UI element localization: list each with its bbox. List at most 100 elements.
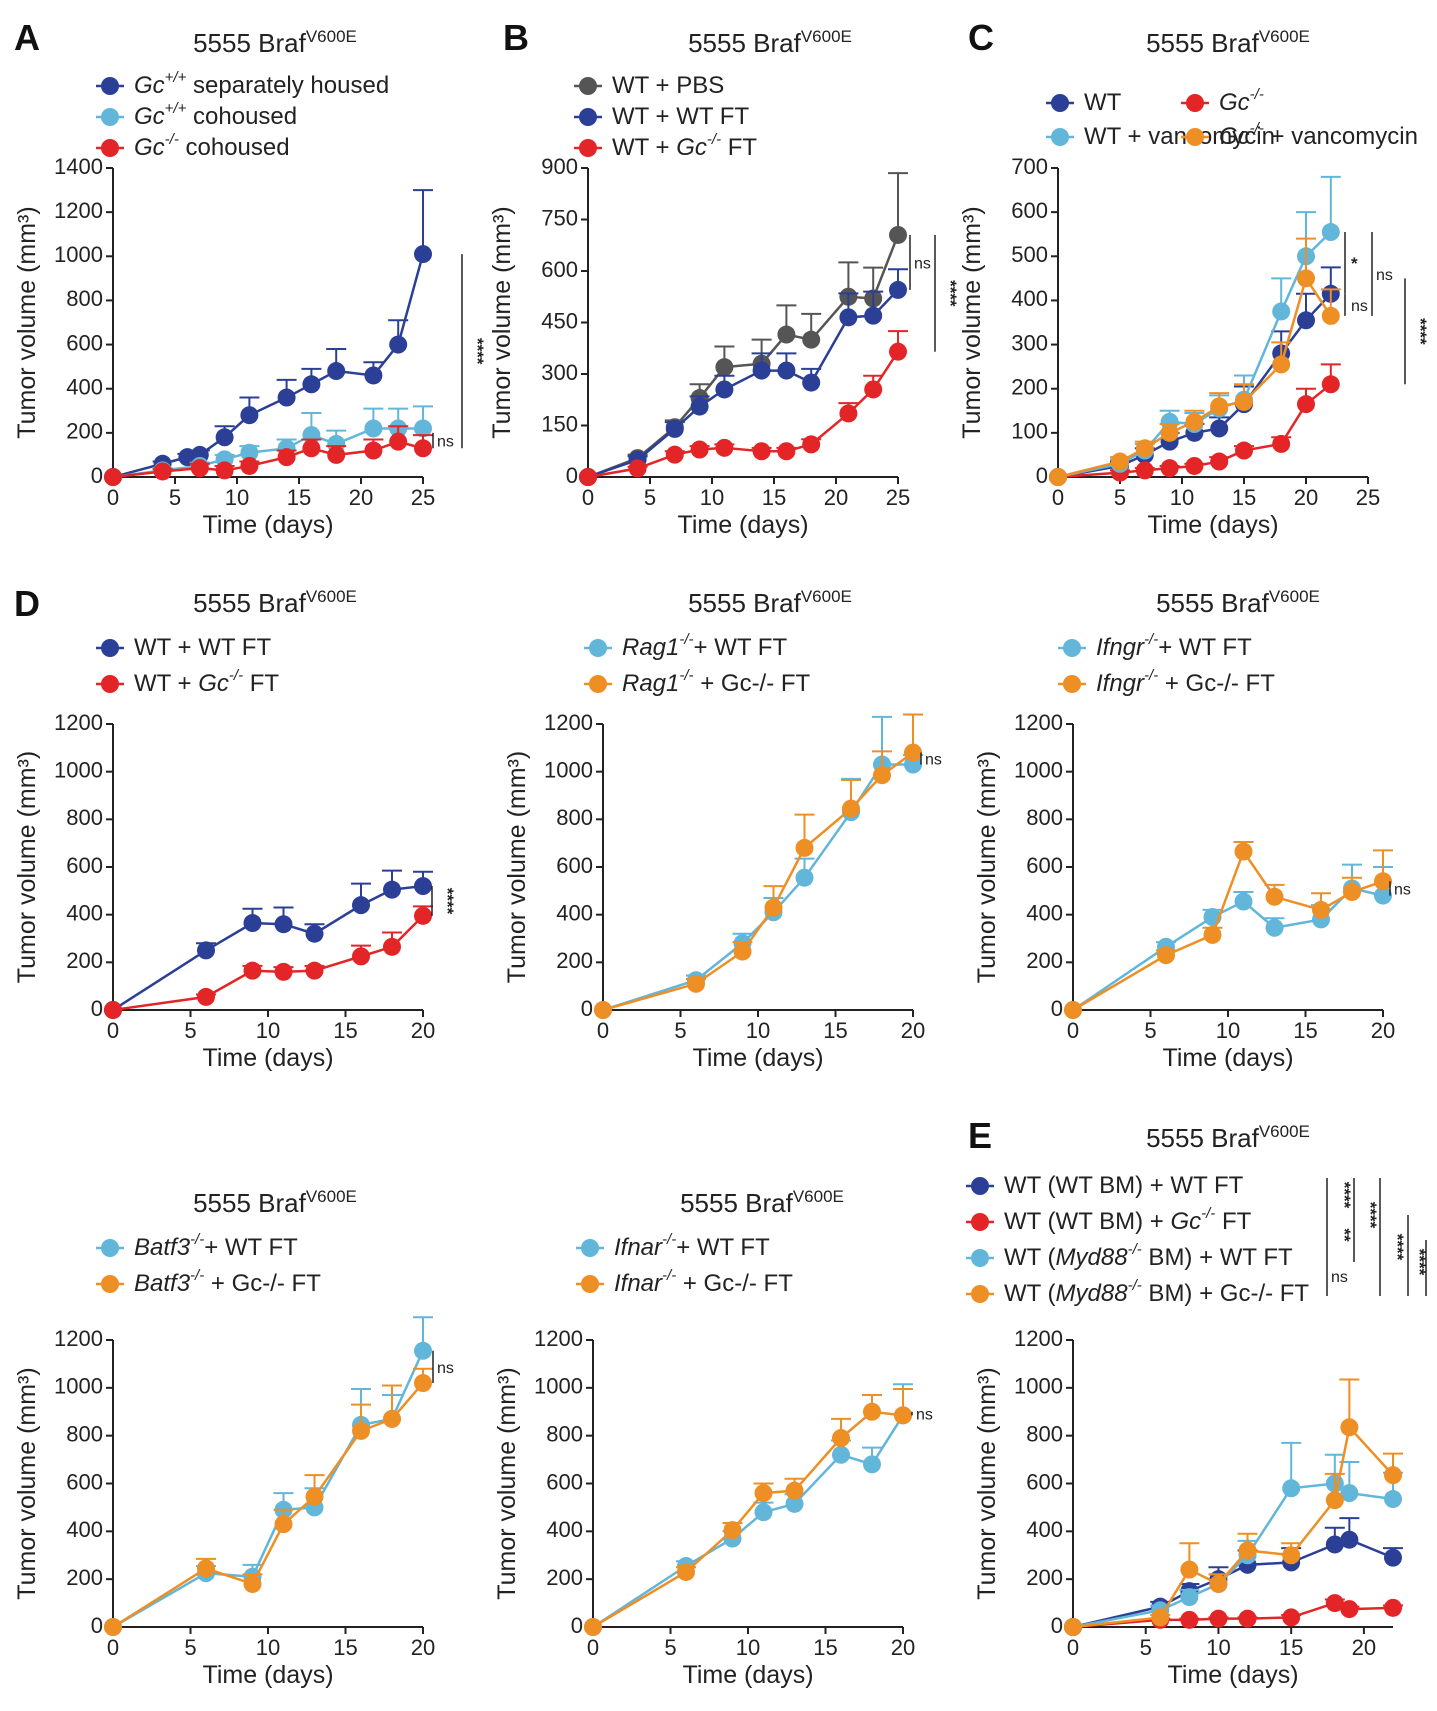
legend-marker (101, 639, 119, 657)
legend-label-part: FT (1215, 1208, 1251, 1235)
y-tick-label: 600 (1026, 853, 1063, 878)
data-point (802, 330, 821, 349)
x-tick-label: 0 (582, 485, 594, 510)
legend-label: WT + Gc-/- FT (134, 667, 279, 697)
x-tick-label: 5 (1140, 1635, 1152, 1660)
data-point (1234, 842, 1253, 861)
y-tick-label: 600 (556, 853, 593, 878)
series-line (1057, 292, 1332, 479)
x-tick-label: 20 (1294, 485, 1318, 510)
legend-marker (101, 139, 119, 157)
legend-label: Rag1-/-+ WT FT (622, 631, 787, 661)
y-tick-label: 1400 (54, 154, 103, 179)
x-tick-label: 15 (333, 1018, 357, 1043)
legend-marker (101, 108, 119, 126)
significance: **** (431, 886, 457, 916)
legend-label-part: Ifngr (1096, 634, 1145, 661)
data-point (889, 280, 907, 299)
chart-title-main: 5555 Braf (1146, 1123, 1260, 1153)
data-point (1180, 1588, 1199, 1607)
series-1 (594, 713, 923, 1019)
data-point (889, 225, 907, 244)
x-axis-label: Time (days) (677, 511, 808, 539)
legend-label-part: Gc (1219, 89, 1250, 116)
data-point (594, 1001, 612, 1019)
data-point (1384, 1598, 1402, 1617)
x-tick-label: 20 (824, 485, 848, 510)
y-tick-label: 400 (66, 1517, 103, 1542)
data-point (197, 941, 215, 960)
y-axis-label: Tumor volume (mm³) (973, 1367, 1001, 1599)
legend-label: Gc-/- cohoused (134, 131, 290, 161)
y-axis-label: Tumor volume (mm³) (13, 1367, 41, 1599)
legend-marker (1186, 94, 1204, 112)
data-point (754, 1484, 773, 1503)
y-tick-label: 800 (1026, 805, 1063, 830)
chart-title: 5555 BrafV600E (688, 587, 852, 618)
data-point (153, 462, 172, 481)
data-point (352, 896, 370, 915)
legend-marker (1063, 639, 1081, 657)
chart-title-main: 5555 Braf (1156, 588, 1270, 618)
legend-marker (589, 675, 607, 693)
y-tick-label: 800 (546, 1421, 583, 1446)
legend-label-part: Ifnar (614, 1270, 663, 1297)
data-point (1265, 887, 1284, 906)
legend-label-part: -/- (679, 667, 693, 684)
legend-label-part: FT (243, 670, 279, 697)
y-axis-label: Tumor volume (mm³) (13, 206, 41, 438)
legend-label-part: Ifngr (1096, 670, 1145, 697)
data-point (1321, 223, 1340, 242)
legend-label-part: WT ( (1004, 1244, 1056, 1271)
sig-label: **** (1411, 318, 1430, 345)
chart-title-sup: V600E (801, 27, 852, 46)
significance: ns **** (432, 254, 487, 451)
legend-label-part: -/- (165, 131, 179, 148)
legend-label-part: -/- (1144, 631, 1158, 648)
x-tick-label: 20 (1371, 1018, 1395, 1043)
x-tick-label: 15 (333, 1635, 357, 1660)
y-tick-label: 400 (546, 1517, 583, 1542)
y-tick-label: 800 (66, 805, 103, 830)
y-tick-label: 1200 (1014, 710, 1063, 735)
data-point (839, 404, 858, 423)
series-line (112, 884, 424, 1012)
y-tick-label: 0 (1051, 996, 1063, 1021)
panel-letter: E (968, 1115, 992, 1156)
series-line (592, 1410, 904, 1629)
y-tick-label: 450 (541, 308, 578, 333)
axes: 0 150 300 450 600 750 900 0 5 10 15 20 25 Time (days)… (488, 154, 910, 539)
data-point (1210, 419, 1229, 438)
x-tick-label: 0 (107, 1635, 119, 1660)
y-tick-label: 1000 (1014, 757, 1063, 782)
data-point (1343, 883, 1361, 902)
axes: 0 200 400 600 800 1000 1200 0 5 10 15 20 Time (days)… (13, 1326, 435, 1689)
legend-label-part: WT + WT FT (134, 634, 271, 661)
x-axis-label: Time (days) (202, 511, 333, 539)
data-point (579, 468, 597, 486)
legend-label-part: Rag1 (622, 670, 679, 697)
legend-label-part: + Gc-/- FT (1158, 670, 1275, 697)
sig-label: ns (437, 434, 454, 451)
data-point (785, 1494, 804, 1513)
y-tick-label: 900 (541, 154, 578, 179)
data-point (1272, 434, 1291, 453)
legend-label: Ifngr-/- + Gc-/- FT (1096, 667, 1275, 697)
chart-title-sup: V600E (1259, 27, 1310, 46)
x-tick-label: 5 (664, 1635, 676, 1660)
y-tick-label: 1000 (54, 242, 103, 267)
data-point (1384, 1548, 1402, 1567)
legend-label-part: WT + (612, 134, 676, 161)
x-tick-label: 5 (184, 1018, 196, 1043)
y-tick-label: 1200 (54, 1326, 103, 1351)
series-1 (1064, 1594, 1403, 1636)
legend-label: WT + Gc-/- FT (612, 131, 757, 161)
data-point (414, 419, 432, 438)
legend-label-part: Myd88 (1056, 1280, 1129, 1307)
x-tick-label: 20 (901, 1018, 925, 1043)
axes: 0 200 400 600 800 1000 1200 0 5 10 15 20 Time (days)… (973, 710, 1395, 1072)
